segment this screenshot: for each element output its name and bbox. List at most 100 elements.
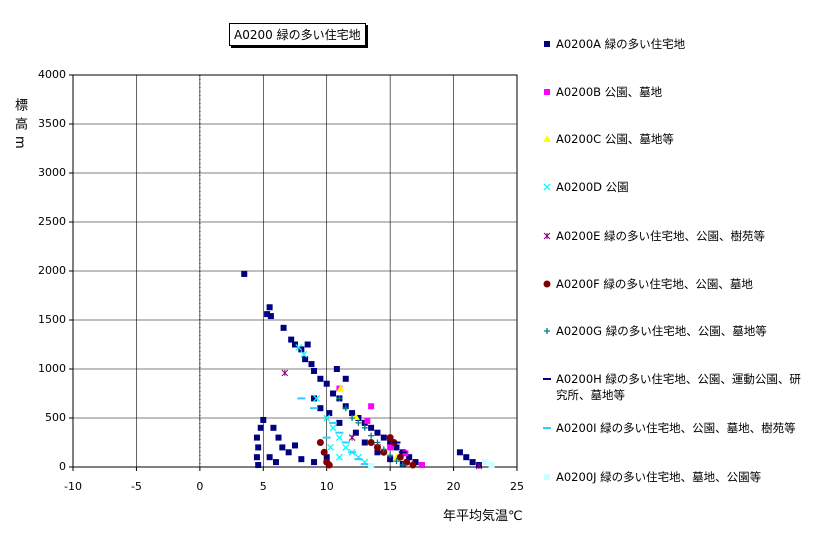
y-tick-label: 500: [45, 411, 66, 424]
y-tick-label: 1000: [38, 362, 66, 375]
point: [285, 449, 292, 456]
point: [333, 366, 340, 372]
point: [308, 361, 315, 368]
point: [280, 324, 287, 331]
point: [387, 439, 394, 446]
point: [255, 462, 262, 469]
point: [399, 462, 406, 469]
point: [327, 443, 334, 451]
y-axis-label: 標高m: [12, 98, 27, 155]
legend-label: A0200H 緑の多い住宅地、公園、運動公園、研究所、墓地等: [556, 372, 801, 402]
point: [456, 449, 463, 456]
point: [241, 270, 248, 277]
y-tick-label: 0: [59, 460, 66, 473]
point: [374, 449, 381, 456]
x-tick-label: -5: [131, 480, 142, 493]
point: [349, 415, 356, 421]
x-tick-label: 0: [196, 480, 203, 493]
legend-label: A0200D 公園: [556, 180, 629, 194]
x-tick-label: 10: [320, 480, 334, 493]
point: [393, 458, 400, 465]
legend-label: A0200G 緑の多い住宅地、公園、墓地等: [556, 324, 767, 338]
y-tick-label: 2000: [38, 264, 66, 277]
point: [403, 458, 411, 466]
point: [267, 313, 274, 320]
point: [342, 405, 349, 412]
point: [368, 424, 375, 431]
legend-marker: [544, 474, 550, 480]
point: [255, 444, 262, 451]
y-tick-label: 1500: [38, 313, 66, 326]
point: [323, 454, 330, 461]
point: [336, 419, 343, 426]
point: [313, 394, 321, 402]
point: [325, 461, 333, 469]
point: [469, 459, 476, 466]
point: [374, 439, 381, 446]
point: [326, 410, 333, 417]
point: [348, 434, 356, 441]
point: [482, 459, 489, 466]
legend-label: A0200F 緑の多い住宅地、公園、墓地: [556, 277, 753, 291]
point: [311, 395, 318, 402]
point: [368, 463, 375, 470]
point: [368, 403, 375, 410]
point: [355, 419, 362, 426]
y-tick-label: 3000: [38, 166, 66, 179]
point: [335, 434, 343, 442]
legend-marker: [544, 41, 550, 47]
point: [364, 417, 371, 424]
point: [387, 452, 394, 459]
x-tick-label: -10: [64, 480, 82, 493]
point: [311, 367, 318, 374]
point: [412, 459, 419, 466]
point: [300, 350, 308, 358]
point: [298, 456, 305, 463]
point: [281, 369, 289, 377]
point: [288, 336, 295, 343]
legend-label: A0200J 緑の多い住宅地、墓地、公園等: [556, 470, 762, 484]
point: [320, 448, 328, 456]
point: [352, 429, 359, 436]
point: [266, 454, 273, 461]
point: [380, 434, 387, 441]
legend-label: A0200A 緑の多い住宅地: [556, 37, 686, 51]
point: [302, 356, 309, 363]
point: [253, 434, 260, 441]
point: [292, 341, 298, 348]
point: [418, 462, 425, 469]
point: [311, 459, 318, 466]
legend-label: A0200I 緑の多い住宅地、公園、墓地、樹苑等: [556, 421, 796, 435]
legend-label: A0200E 緑の多い住宅地、公園、樹苑等: [556, 229, 766, 243]
point: [488, 462, 495, 469]
point: [323, 414, 331, 422]
legend-label: A0200B 公園、墓地: [556, 85, 663, 99]
point: [342, 375, 349, 382]
point: [264, 311, 271, 318]
point: [323, 380, 330, 387]
point: [349, 410, 356, 417]
point: [475, 462, 483, 470]
point: [396, 453, 404, 461]
y-tick-label: 3500: [38, 117, 66, 130]
point: [361, 439, 368, 446]
legend-marker: [543, 135, 551, 142]
legend-marker: [543, 232, 551, 240]
point: [342, 443, 350, 451]
point: [292, 442, 298, 449]
point: [317, 405, 324, 412]
point: [361, 424, 368, 431]
point: [393, 444, 400, 451]
point: [387, 444, 394, 451]
point: [368, 432, 375, 439]
point: [304, 341, 311, 348]
point: [367, 439, 375, 446]
point: [373, 443, 381, 451]
chart-title: A0200 緑の多い住宅地: [229, 23, 366, 46]
point: [316, 439, 324, 446]
point: [336, 395, 343, 402]
point: [317, 375, 324, 382]
legend-label: A0200C 公園、墓地等: [556, 132, 674, 146]
point: [380, 446, 387, 453]
